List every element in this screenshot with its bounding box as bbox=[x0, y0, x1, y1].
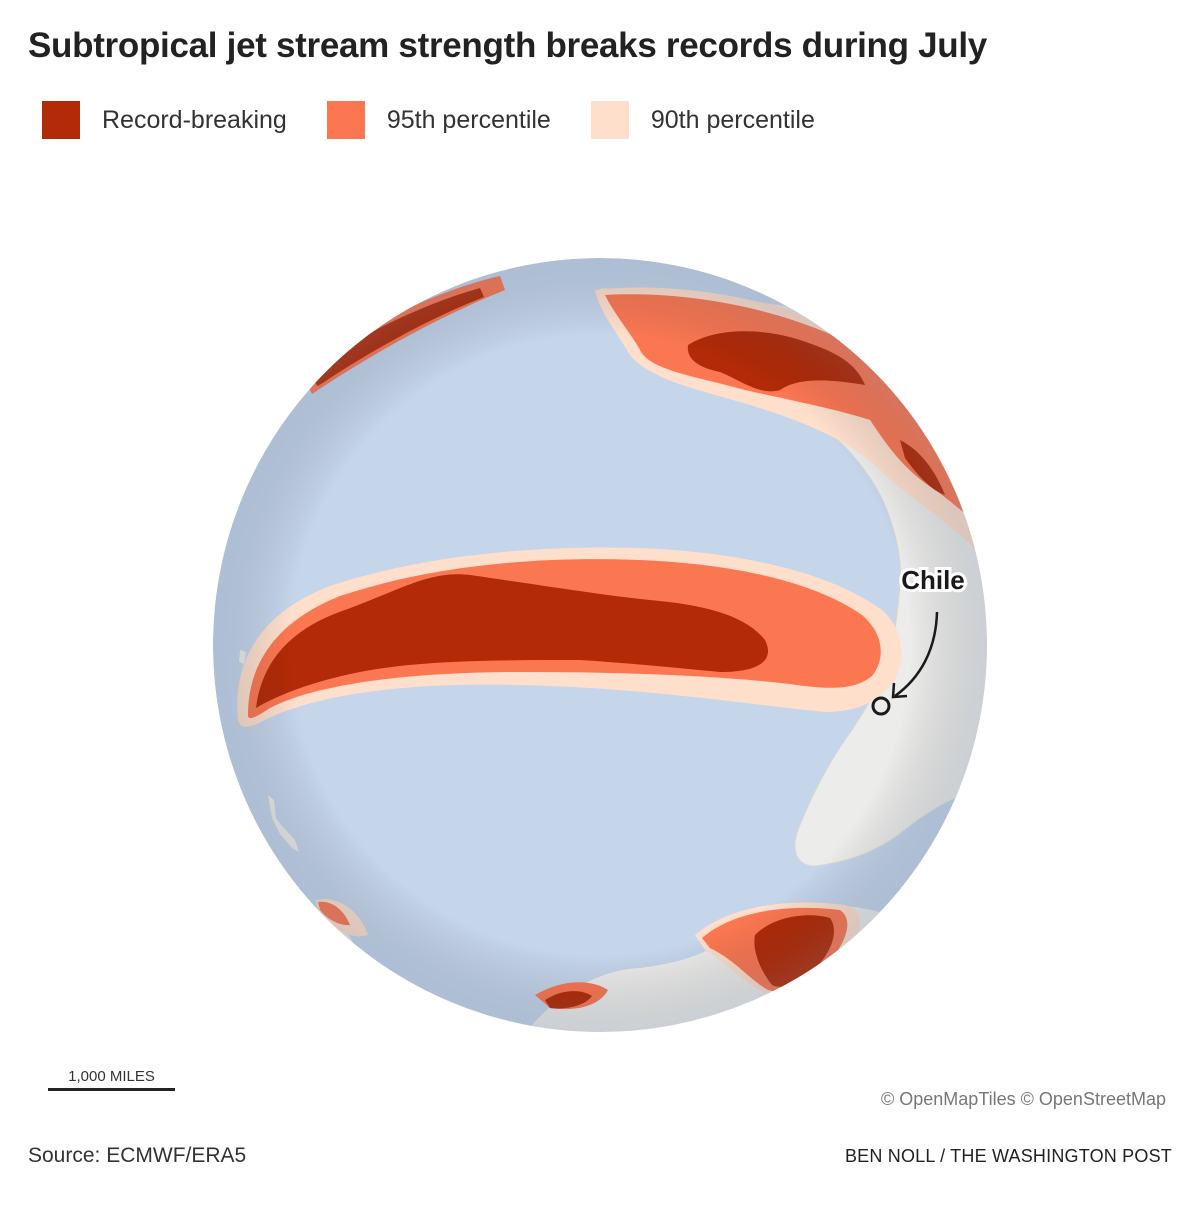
legend-label-90th-percentile: 90th percentile bbox=[650, 105, 815, 134]
legend-item-95th-percentile: 95th percentile bbox=[326, 101, 551, 139]
chile-label-halo: Chile bbox=[901, 565, 965, 595]
legend-swatch-90th-percentile bbox=[590, 101, 629, 139]
chile-arrow bbox=[894, 611, 939, 698]
legend-swatch-record-breaking bbox=[42, 101, 80, 139]
map-attribution: © OpenMapTiles © OpenStreetMap bbox=[881, 1089, 1166, 1109]
chile-label: Chile bbox=[901, 565, 965, 595]
chile-arrowhead bbox=[891, 682, 908, 699]
legend-item-record-breaking: Record-breaking bbox=[42, 101, 287, 139]
chile-location-marker bbox=[871, 696, 891, 716]
chart-title: Subtropical jet stream strength breaks r… bbox=[28, 26, 987, 65]
legend-item-90th-percentile: 90th percentile bbox=[590, 101, 815, 139]
credit-line: BEN NOLL / THE WASHINGTON POST bbox=[844, 1146, 1172, 1166]
globe-rim-shade bbox=[213, 258, 987, 1032]
source-note: Source: ECMWF/ERA5 bbox=[28, 1144, 247, 1167]
legend-label-record-breaking: Record-breaking bbox=[102, 105, 287, 134]
scale-bar: 1,000 MILES bbox=[48, 1068, 175, 1091]
legend-swatch-95th-percentile bbox=[326, 101, 365, 139]
legend-label-95th-percentile: 95th percentile bbox=[386, 105, 551, 134]
legend: Record-breaking 95th percentile 90th per… bbox=[42, 101, 855, 139]
